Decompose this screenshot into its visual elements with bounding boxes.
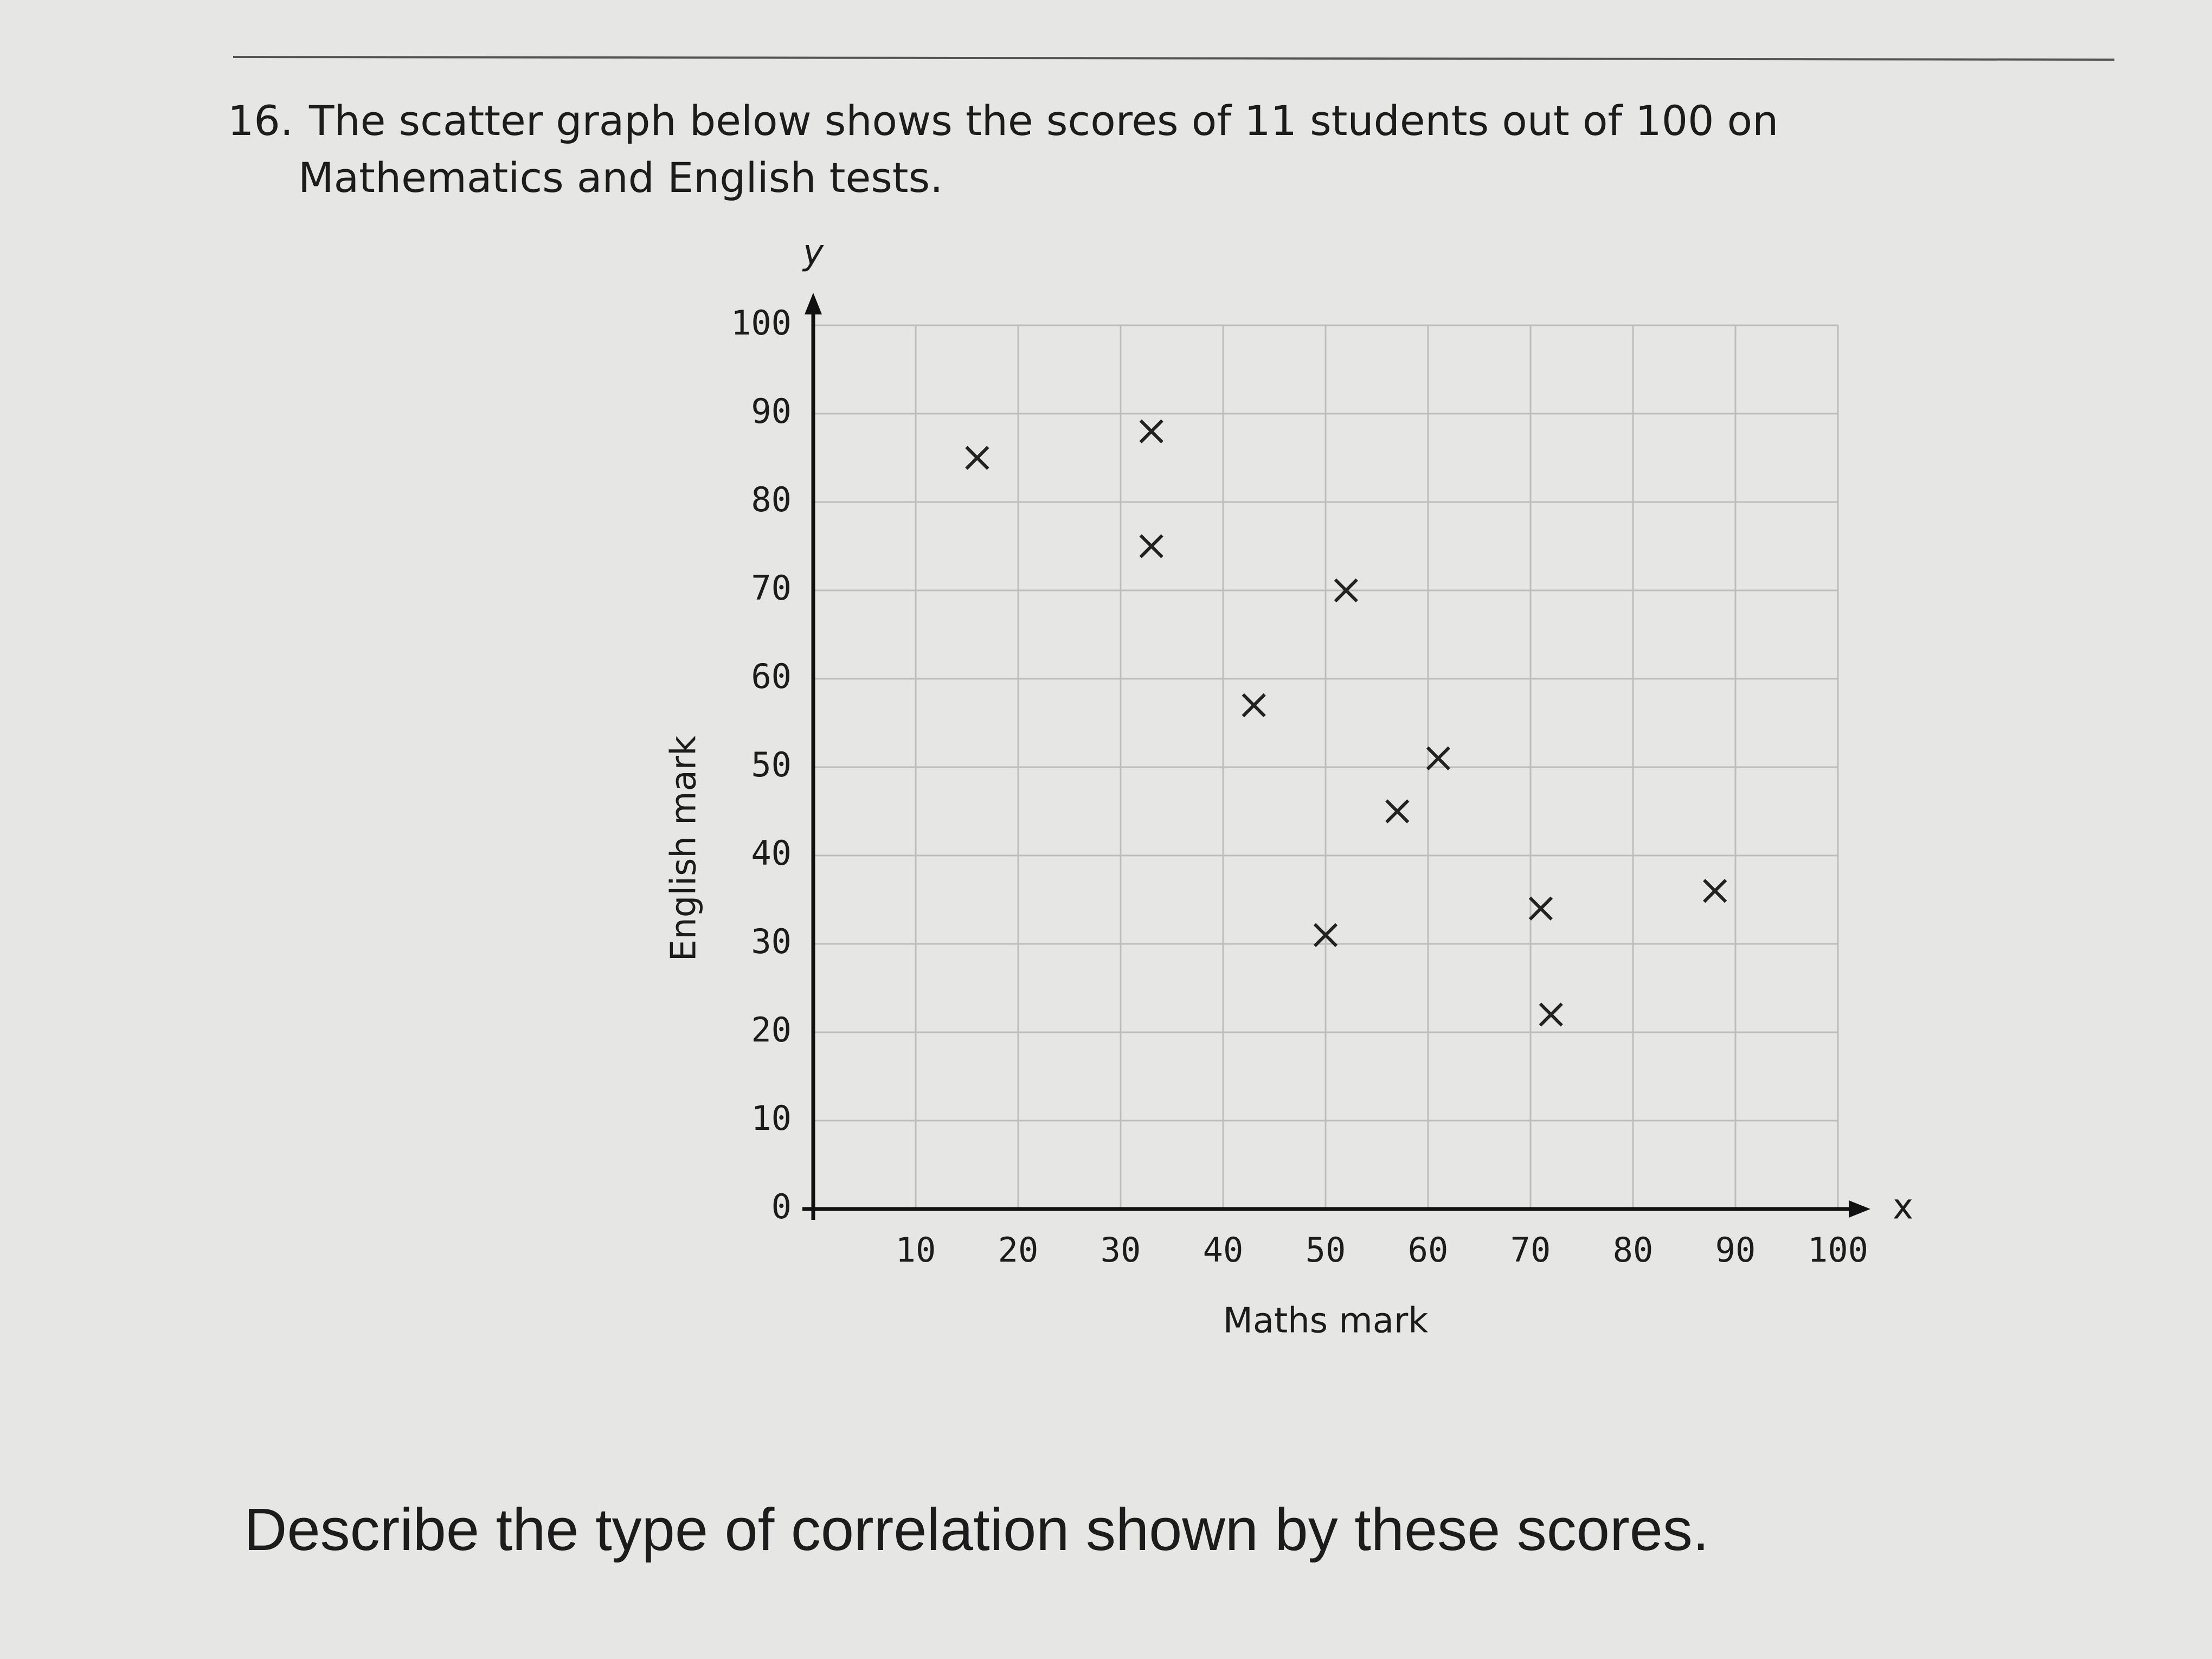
x-tick-label: 80 bbox=[1613, 1230, 1654, 1270]
y-arrow bbox=[805, 293, 822, 314]
x-tick-label: 90 bbox=[1715, 1230, 1756, 1270]
data-point bbox=[1139, 419, 1163, 443]
x-arrow bbox=[1849, 1200, 1870, 1218]
x-axis-letter: x bbox=[1893, 1187, 1913, 1227]
data-point bbox=[1385, 799, 1410, 824]
data-point bbox=[1139, 534, 1163, 558]
data-point bbox=[1528, 896, 1553, 921]
x-tick-label: 70 bbox=[1510, 1230, 1551, 1270]
y-tick-label: 10 bbox=[751, 1098, 792, 1138]
x-tick-label: 100 bbox=[1808, 1230, 1868, 1270]
data-point bbox=[1703, 879, 1727, 903]
question-text: Mathematics and English tests. bbox=[298, 153, 943, 202]
prompt: Describe the type of correlation shown b… bbox=[244, 1496, 1709, 1563]
y-tick-label: 30 bbox=[751, 922, 792, 961]
y-tick-label: 70 bbox=[751, 568, 792, 608]
x-tick-label: 60 bbox=[1408, 1230, 1449, 1270]
question-text: The scatter graph below shows the scores… bbox=[308, 97, 1778, 145]
x-tick-label: 10 bbox=[896, 1230, 936, 1270]
y-tick-label: 100 bbox=[731, 303, 792, 343]
top-rule bbox=[233, 56, 2115, 61]
y-tick-label: 20 bbox=[751, 1010, 792, 1050]
question-number: 16. bbox=[228, 97, 293, 145]
data-point bbox=[1313, 923, 1338, 947]
y-tick-label: 40 bbox=[751, 833, 792, 873]
y-tick-label: 50 bbox=[751, 745, 792, 785]
y-tick-label: 90 bbox=[751, 391, 792, 431]
data-point bbox=[1539, 1002, 1563, 1027]
y-tick-label: 60 bbox=[751, 657, 792, 696]
y-axis-label: English mark bbox=[664, 736, 704, 961]
data-point bbox=[965, 446, 989, 470]
y-axis-letter: y bbox=[802, 233, 824, 273]
x-tick-label: 50 bbox=[1306, 1230, 1346, 1270]
data-point bbox=[1242, 693, 1266, 718]
y-tick-label: 0 bbox=[771, 1187, 792, 1226]
x-tick-label: 40 bbox=[1203, 1230, 1244, 1270]
x-tick-label: 20 bbox=[998, 1230, 1039, 1270]
x-axis-label: Maths mark bbox=[1223, 1301, 1429, 1341]
data-point bbox=[1334, 578, 1358, 603]
x-tick-label: 30 bbox=[1101, 1230, 1141, 1270]
data-point bbox=[1426, 746, 1451, 770]
y-tick-label: 80 bbox=[751, 480, 792, 519]
